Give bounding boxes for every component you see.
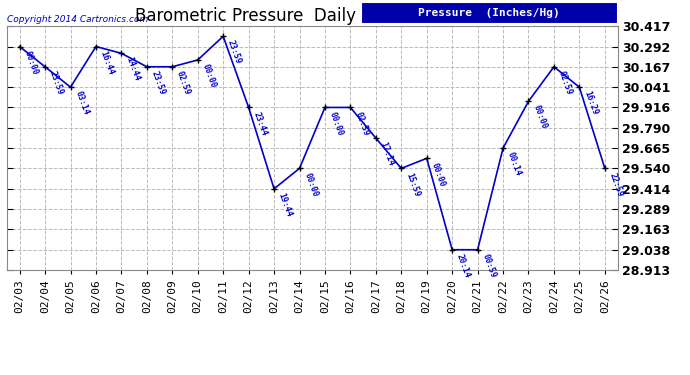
Title: Barometric Pressure  Daily Low  20140227: Barometric Pressure Daily Low 20140227 [135, 7, 489, 25]
Text: 23:59: 23:59 [226, 39, 243, 66]
Text: 03:14: 03:14 [73, 90, 90, 117]
Text: 17:14: 17:14 [379, 141, 395, 167]
Text: 16:44: 16:44 [99, 49, 116, 76]
Text: 20:14: 20:14 [455, 252, 472, 279]
Text: 22:59: 22:59 [608, 171, 624, 198]
Text: 23:44: 23:44 [251, 110, 268, 137]
Text: 00:00: 00:00 [302, 171, 319, 198]
Text: 02:59: 02:59 [175, 69, 192, 96]
Text: 00:00: 00:00 [429, 161, 446, 188]
Text: 19:44: 19:44 [277, 192, 294, 218]
Text: 14:44: 14:44 [124, 56, 141, 82]
Text: 00:59: 00:59 [480, 252, 497, 279]
Text: 00:00: 00:00 [531, 104, 549, 130]
Text: 00:00: 00:00 [22, 49, 39, 76]
Bar [361, 2, 618, 24]
Text: 23:59: 23:59 [48, 69, 65, 96]
Text: 23:59: 23:59 [150, 69, 166, 96]
Text: Pressure  (Inches/Hg): Pressure (Inches/Hg) [418, 8, 560, 18]
Text: 00:00: 00:00 [328, 110, 345, 137]
Text: 16:29: 16:29 [582, 90, 599, 117]
Text: 00:00: 00:00 [201, 63, 217, 89]
Text: 00:14: 00:14 [506, 151, 523, 177]
Text: 15:59: 15:59 [404, 171, 421, 198]
Text: 02:59: 02:59 [353, 110, 370, 137]
Text: 02:59: 02:59 [557, 69, 573, 96]
Text: Copyright 2014 Cartronics.com: Copyright 2014 Cartronics.com [7, 15, 148, 24]
